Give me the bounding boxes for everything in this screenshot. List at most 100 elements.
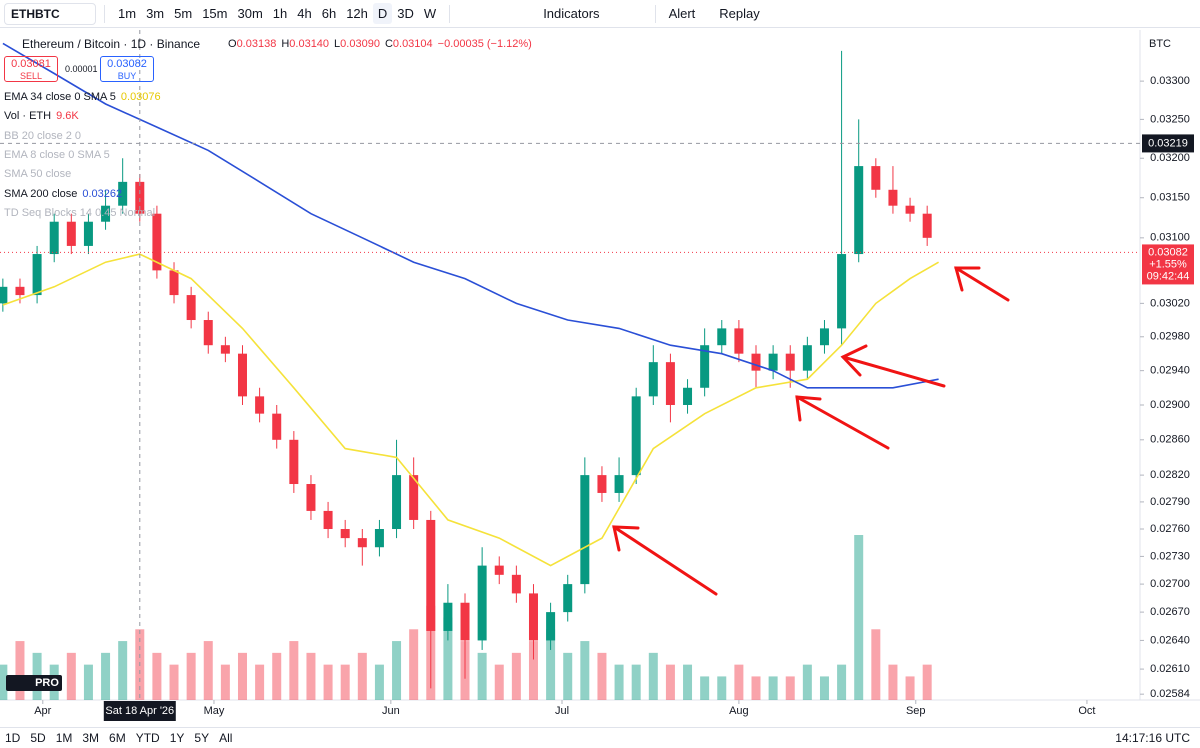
candle-body [169,270,179,296]
ohlc-legend: O0.03138 H0.03140 L0.03090 C0.03104 −0.00035… [228,38,532,50]
replay-button[interactable]: Replay [719,6,760,21]
y-tick-label: 0.03150 [1150,192,1190,204]
volume-bar [66,652,76,700]
symbol-search[interactable]: ETHBTC [4,2,96,25]
candle-body [0,286,8,304]
y-tick-label: 0.02640 [1150,634,1190,646]
candle-body [922,213,932,238]
candle-body [802,345,812,371]
interval-button[interactable]: 3m [146,6,165,21]
candle-body [700,345,710,388]
sell-button[interactable]: 0.03081 SELL [4,56,58,82]
candle-body [751,353,761,371]
ohlc-key: H [281,38,290,50]
clock: 14:17:16 UTC [1115,731,1190,745]
axis-layer: 0.03300 0.03250 0.03200 0.03150 0.03100 0.030… [0,30,1194,721]
interval-button[interactable]: D [372,3,393,24]
bottom-bar: 1D 5D 1M 3M 6M YTD 1Y 5Y All 14:17:16 UTC [0,727,1200,748]
interval-button[interactable]: 12h [346,6,368,21]
candle-body [237,353,247,397]
buy-label: BUY [117,71,137,81]
indicator-name: Vol · ETH [4,110,52,123]
volume-bar [648,652,658,700]
indicators-button[interactable]: Indicators [543,6,600,21]
candle-body [255,396,265,414]
candle-body [152,213,162,271]
volume-bar [15,641,25,700]
volume-bar [614,664,624,700]
range-button[interactable]: 1M [55,731,73,745]
candle-body [306,484,316,511]
volume-bar [169,664,179,700]
arrow [795,395,890,450]
interval-button[interactable]: W [423,6,437,21]
arrow [954,266,1010,302]
volume-bar [683,664,693,700]
range-button[interactable]: 1D [5,731,21,745]
alert-button[interactable]: Alert [668,6,696,21]
volume-bar [768,676,778,700]
ohlc-value: 0.03138 [236,38,277,50]
y-tick-label: 0.02980 [1150,331,1190,343]
x-tick-label: Aug [729,705,749,717]
interval-button[interactable]: 4h [297,6,312,21]
interval-button[interactable]: 15m [202,6,228,21]
indicator-row: EMA 8 close 0 SMA 5 [4,149,110,161]
y-tick-label: 0.03250 [1150,113,1190,125]
indicator-row: TD Seq Blocks 14 0.45 Normal [4,207,155,219]
volume-bar [700,676,710,700]
volume-bar [374,664,384,700]
x-tick-label: Sep [906,705,926,717]
range-button[interactable]: YTD [135,731,160,745]
range-button[interactable]: 5D [30,731,46,745]
buy-button[interactable]: 0.03082 BUY [100,56,154,82]
indicator-name: SMA 200 close [4,187,78,200]
ohlc-key: L [334,38,341,50]
arrow-head [795,395,822,422]
candle-body [186,295,196,321]
range-button[interactable]: All [219,731,233,745]
volume-bar [392,641,402,700]
y-tick-label: 0.02730 [1150,550,1190,562]
candle-body [665,362,675,405]
range-button[interactable]: 1Y [169,731,185,745]
volume-bar [409,629,419,700]
range-button[interactable]: 3M [82,731,100,745]
candle-body [888,189,898,206]
interval-button[interactable]: 30m [237,6,263,21]
buy-price: 0.03082 [107,58,147,70]
volume-bar [289,641,299,700]
candle-body [648,362,658,397]
ohlc-value: 0.03104 [392,38,433,50]
indicator-row: SMA 200 close 0.03262 [4,188,122,200]
y-tick-label: 0.02700 [1150,578,1190,590]
interval-button[interactable]: 5m [174,6,193,21]
interval-button[interactable]: 6h [321,6,337,21]
crosshair-x-label: Sat 18 Apr '26 [105,705,174,717]
range-button[interactable]: 5Y [194,731,210,745]
range-button[interactable]: 6M [109,731,126,745]
volume-bar [665,664,675,700]
line-layer [2,42,939,567]
interval-button[interactable]: 1h [272,6,288,21]
volume-bar [528,641,538,700]
indicator-name: EMA 8 close 0 SMA 5 [4,148,110,161]
y-tick-label: 0.02860 [1150,434,1190,446]
volume-bar [819,676,829,700]
sell-label: SELL [19,71,43,81]
interval-button[interactable]: 1m [118,6,137,21]
indicator-name: SMA 50 close [4,168,72,181]
top-toolbar: ETHBTC 1m 3m 5m 15m 30m 1h 4h 6h 12h D 3D W Indicat… [0,0,1200,28]
candle-body [340,529,350,539]
candle-body [83,221,93,246]
indicator-row: Vol · ETH 9.6K [4,110,79,122]
volume-bar [340,664,350,700]
volume-bar [186,652,196,700]
last-price-label: 0.03082 [1148,246,1188,258]
y-tick-label: 0.03300 [1150,75,1190,87]
volume-bar [203,641,213,700]
interval-button[interactable]: 3D [397,6,414,21]
indicator-name: EMA 34 close 0 SMA 5 [4,91,116,103]
candle-body [392,475,402,530]
